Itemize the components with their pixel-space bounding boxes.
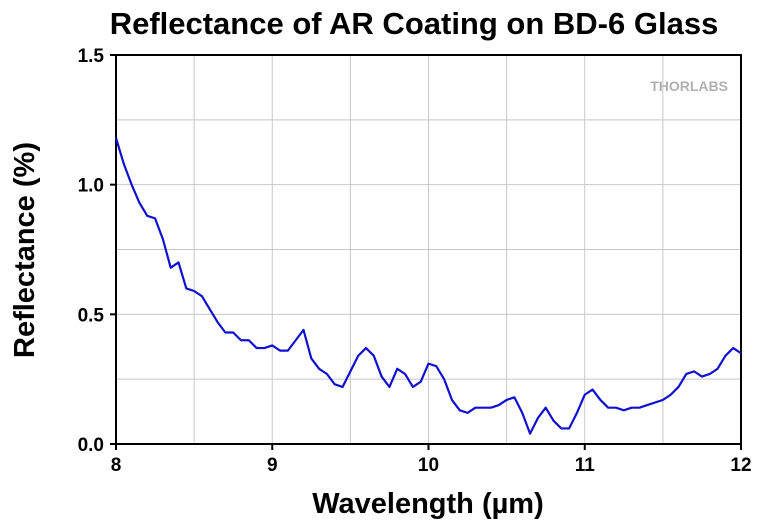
- watermark: THORLABS: [650, 78, 728, 94]
- chart-title: Reflectance of AR Coating on BD-6 Glass: [110, 6, 719, 41]
- x-tick-label: 11: [575, 455, 596, 476]
- y-axis-label: Reflectance (%): [9, 142, 41, 358]
- plot-frame: [115, 54, 742, 445]
- data-line: [114, 137, 742, 435]
- x-tick-label: 9: [267, 455, 278, 476]
- y-tick-label: 0.5: [78, 305, 105, 326]
- x-tick-label: 8: [111, 455, 122, 476]
- y-tick-label: 0.0: [78, 435, 104, 456]
- x-tick-label: 10: [418, 455, 439, 476]
- x-axis-label: Wavelength (µm): [312, 488, 544, 520]
- y-tick-label: 1.0: [78, 176, 104, 197]
- x-tick-label: 12: [730, 455, 751, 476]
- y-tick-label: 1.5: [78, 46, 105, 67]
